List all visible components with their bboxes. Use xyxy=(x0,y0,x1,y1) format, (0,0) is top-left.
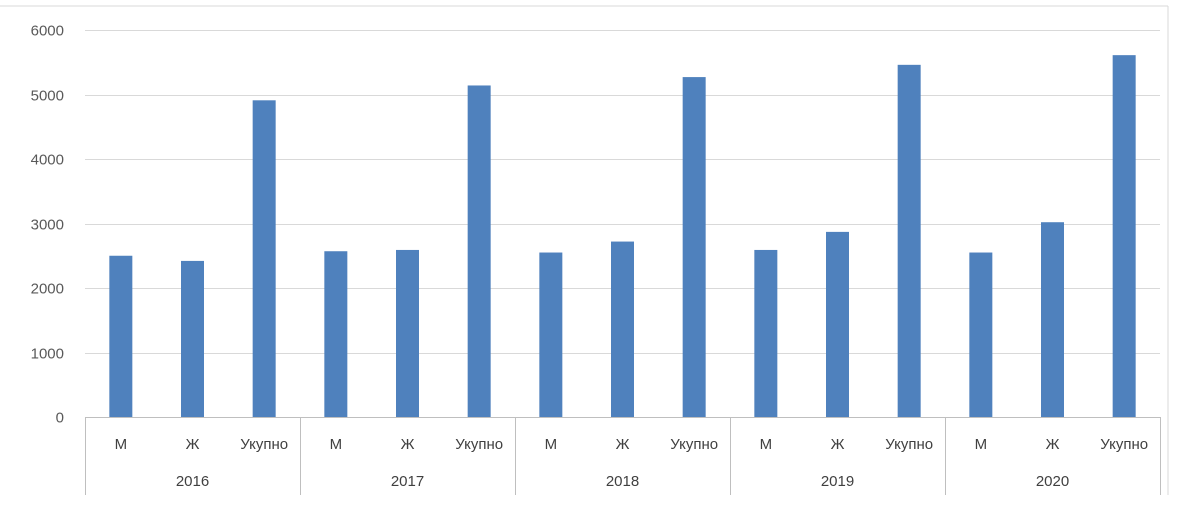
x-category-label: Ж xyxy=(1046,436,1060,453)
y-tick-label: 4000 xyxy=(31,152,64,169)
x-category-label: Укупно xyxy=(885,436,933,453)
x-category-label: Укупно xyxy=(240,436,288,453)
y-tick-label: 6000 xyxy=(31,23,64,40)
bar xyxy=(252,100,276,418)
x-group-label: 2020 xyxy=(1036,473,1069,490)
x-group-label: 2016 xyxy=(176,473,209,490)
bar xyxy=(826,231,849,417)
x-category-label: Ж xyxy=(831,436,845,453)
x-category-label: М xyxy=(330,436,343,453)
x-category-label: Укупно xyxy=(670,436,718,453)
bar xyxy=(897,64,921,417)
y-tick-label: 0 xyxy=(56,410,64,427)
x-group-label: 2019 xyxy=(821,473,854,490)
y-tick-label: 3000 xyxy=(31,217,64,234)
x-category-label: М xyxy=(545,436,558,453)
bar xyxy=(754,249,778,417)
y-tick-label: 1000 xyxy=(31,346,64,363)
x-group-label: 2018 xyxy=(606,473,639,490)
x-category-label: М xyxy=(975,436,988,453)
bar xyxy=(611,241,634,417)
x-group-label: 2017 xyxy=(391,473,424,490)
y-tick-label: 2000 xyxy=(31,281,64,298)
bar xyxy=(539,252,563,417)
x-category-label: Укупно xyxy=(455,436,503,453)
bar xyxy=(1041,222,1064,417)
bar xyxy=(467,85,491,417)
bar xyxy=(1112,55,1136,417)
x-category-label: Ж xyxy=(186,436,200,453)
x-category-label: М xyxy=(760,436,773,453)
bar xyxy=(109,255,133,417)
bar xyxy=(181,260,204,417)
bar xyxy=(969,252,993,417)
x-category-label: Ж xyxy=(401,436,415,453)
x-category-label: Укупно xyxy=(1100,436,1148,453)
x-category-label: М xyxy=(115,436,128,453)
bar xyxy=(396,249,419,417)
y-tick-label: 5000 xyxy=(31,88,64,105)
x-category-label: Ж xyxy=(616,436,630,453)
bar xyxy=(324,251,348,417)
bar xyxy=(682,77,706,418)
